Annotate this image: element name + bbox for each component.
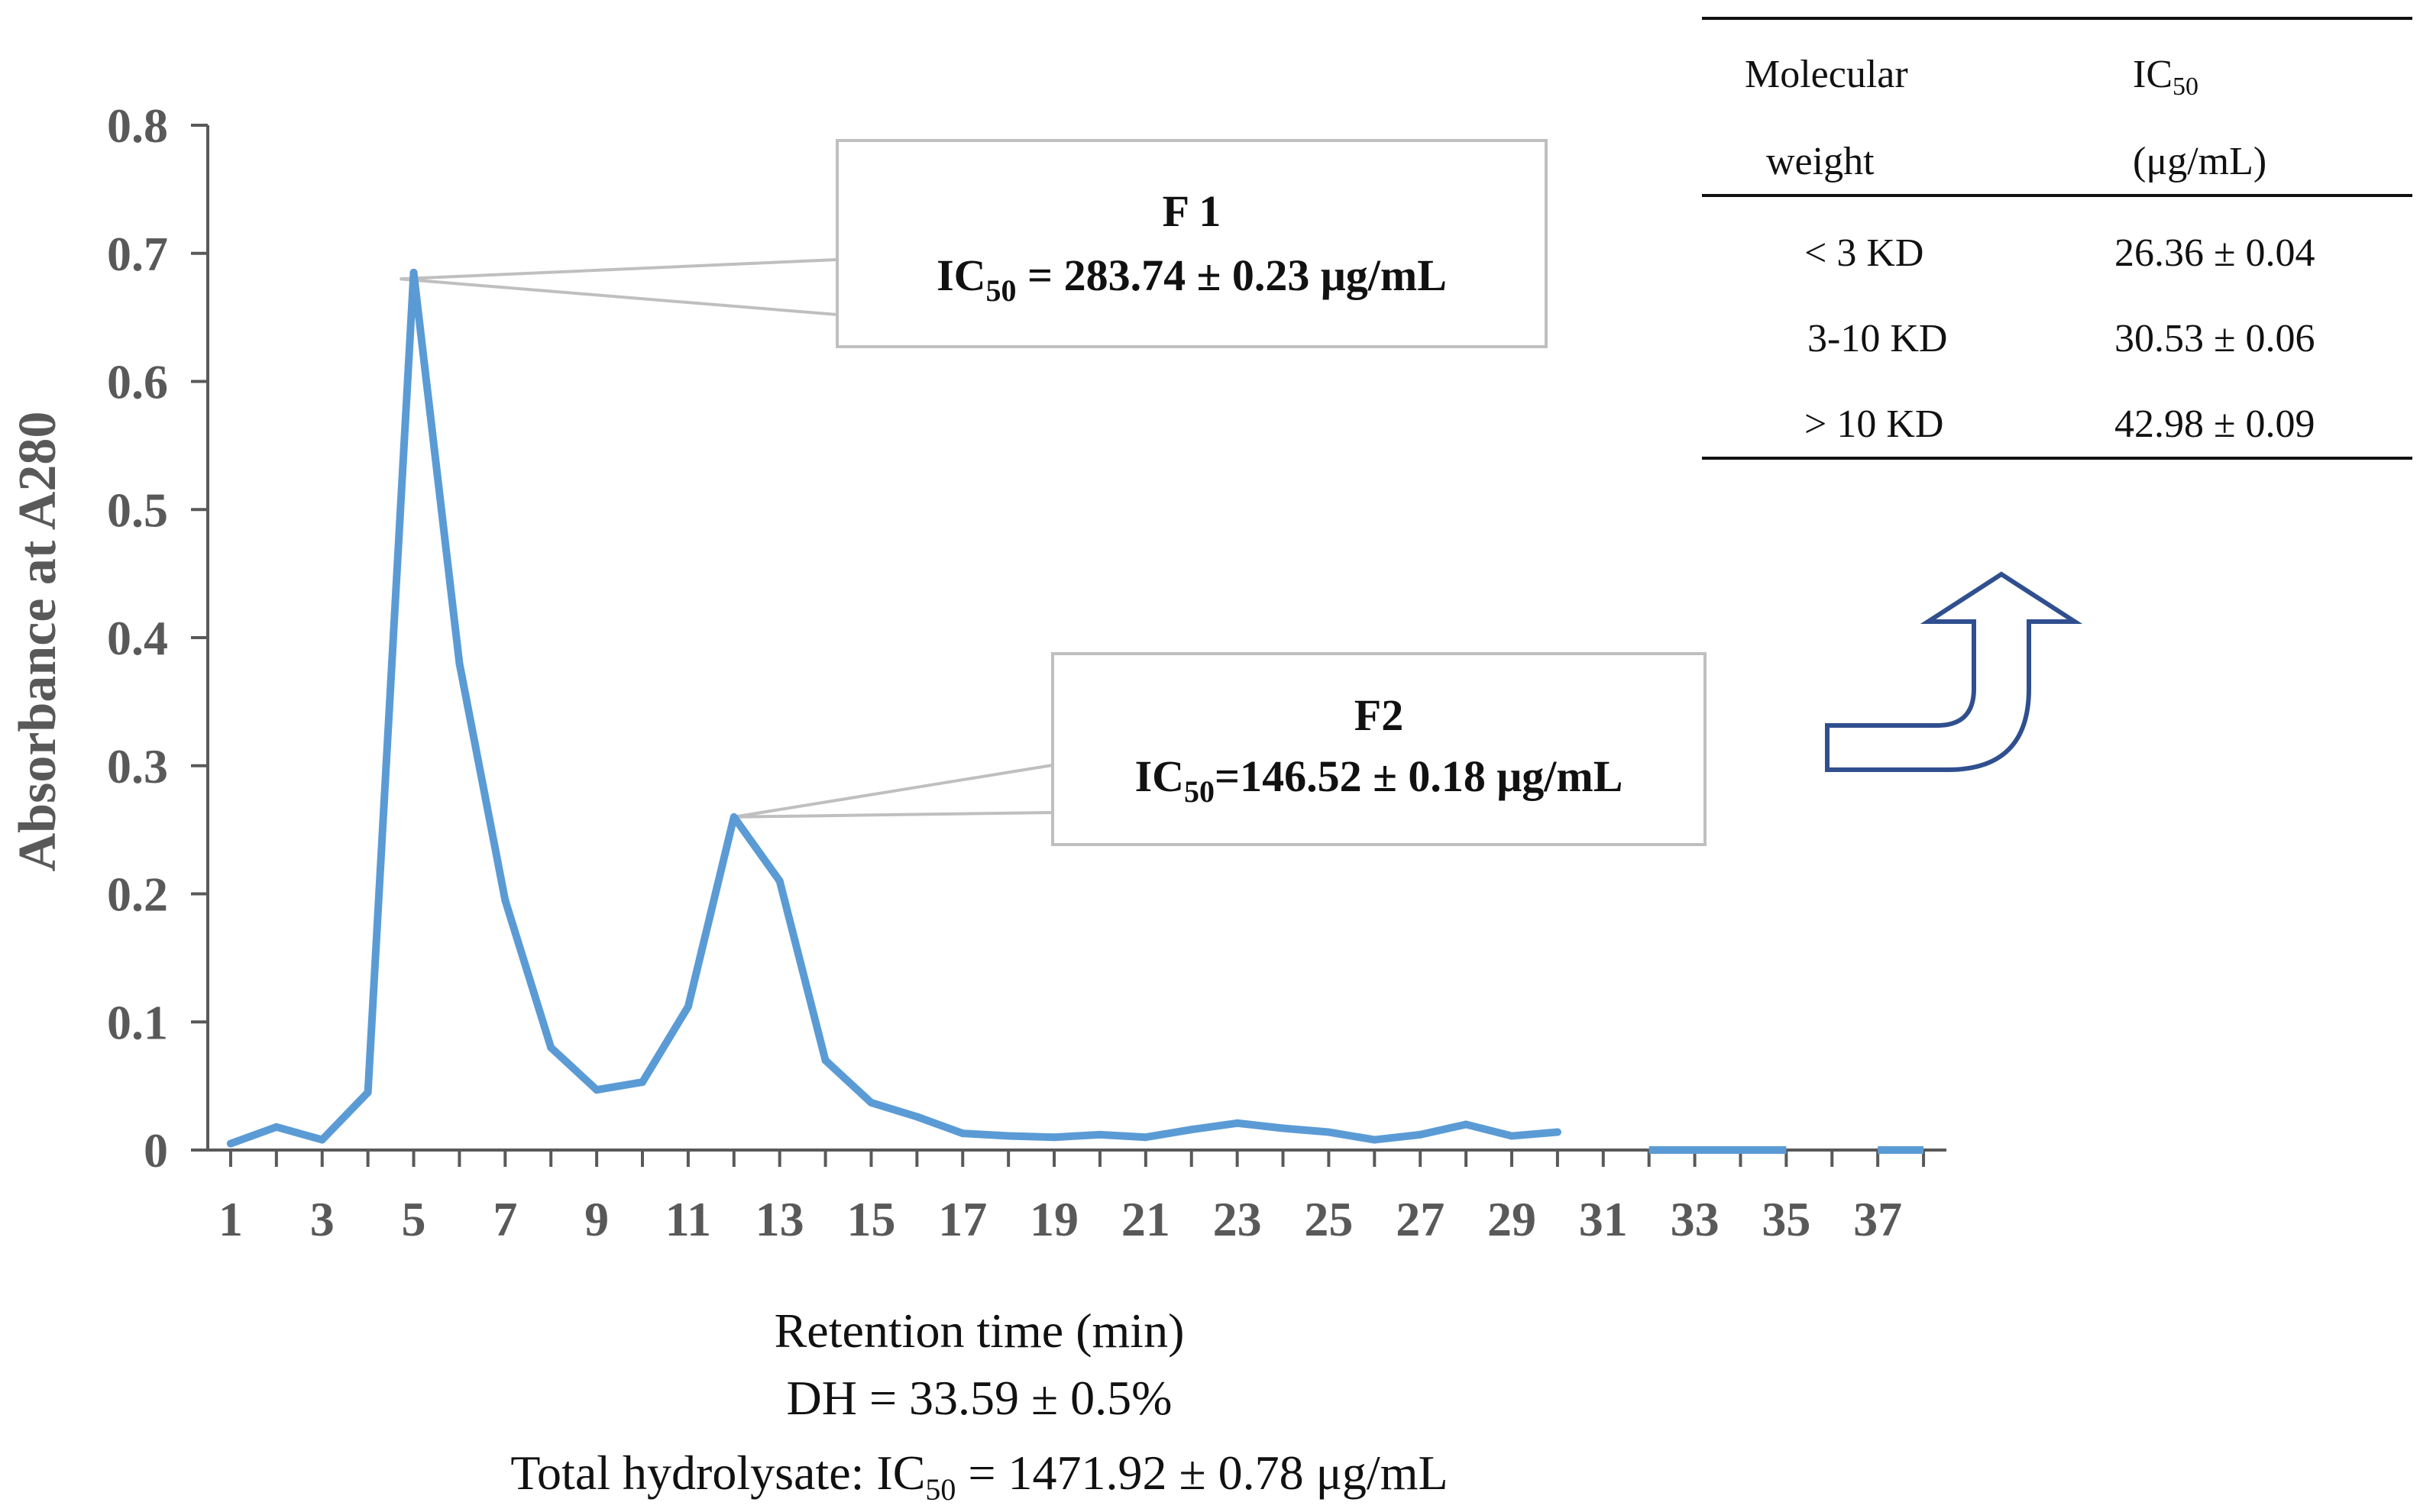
x-tick-label: 31: [1579, 1192, 1628, 1246]
y-tick-label: 0.8: [107, 99, 168, 153]
f1-leader: [400, 257, 839, 317]
data-point: [775, 877, 784, 885]
f2-ic50-value: =146.52 ± 0.18 μg/mL: [1215, 751, 1622, 801]
x-tick-label: 25: [1304, 1192, 1353, 1246]
f1-ic50: IC50 = 283.74 ± 0.23 μg/mL: [937, 250, 1447, 308]
y-tick-label: 0.5: [107, 483, 168, 537]
data-point-group: [226, 268, 1561, 1148]
table-row-2-mw: 3-10 KD: [1807, 317, 1947, 360]
bent-up-arrow-icon: [1825, 571, 2083, 772]
f2-ic50-sub: 50: [1184, 774, 1215, 809]
f1-label: F 1: [1163, 186, 1221, 236]
data-point: [639, 1078, 646, 1087]
x-tick-label: 1: [218, 1192, 243, 1246]
f2-ic50: IC50=146.52 ± 0.18 μg/mL: [1135, 751, 1623, 809]
f2-ic50-prefix: IC: [1135, 751, 1184, 801]
x-tick-label: 35: [1762, 1192, 1810, 1246]
molecular-weight-table: Molecular weight IC50 (μg/mL) < 3 KD 26.…: [1702, 17, 2412, 460]
data-point: [364, 1088, 372, 1097]
f2-label: F2: [1354, 690, 1403, 740]
table-header-ic50-line1: IC50: [2133, 53, 2198, 101]
y-tick-label: 0.3: [107, 739, 168, 793]
y-tick-label: 0.4: [107, 611, 168, 665]
x-tick-label: 13: [755, 1192, 804, 1246]
x-tick-label: 29: [1487, 1192, 1536, 1246]
data-point: [318, 1136, 326, 1144]
data-point: [913, 1113, 921, 1121]
data-point: [226, 1139, 235, 1148]
f1-ic50-sub: 50: [986, 273, 1017, 308]
x-axis-label: Retention time (min): [775, 1304, 1185, 1358]
data-point: [959, 1129, 967, 1138]
x-tick-label: 5: [402, 1192, 426, 1246]
x-tick-label: 11: [665, 1192, 711, 1246]
data-point: [1279, 1124, 1287, 1132]
x-tick-group: 1 3 5 7 9 11 13 15 17 19 21 23 25 27 29 31 33 35 37: [218, 1150, 1926, 1246]
data-point: [1462, 1120, 1470, 1129]
table-header-mw-line2: weight: [1766, 140, 1875, 183]
table-header-mw-line1: Molecular: [1745, 53, 1908, 96]
total-sub: 50: [925, 1472, 956, 1507]
table-row-3-ic50: 42.98 ± 0.09: [2114, 402, 2315, 446]
table-row-3-mw: > 10 KD: [1804, 402, 1943, 446]
y-tick-label: 0.2: [107, 867, 168, 922]
f1-ic50-value: = 283.74 ± 0.23 μg/mL: [1017, 250, 1447, 300]
y-tick-label: 0.6: [107, 355, 168, 409]
data-point: [1416, 1130, 1425, 1139]
x-tick-label: 27: [1396, 1192, 1445, 1246]
table-row-2-ic50: 30.53 ± 0.06: [2114, 317, 2315, 360]
data-point: [1005, 1132, 1013, 1140]
data-point: [684, 1003, 692, 1011]
data-point: [501, 896, 510, 904]
data-point: [455, 659, 464, 667]
data-point: [867, 1098, 875, 1107]
x-tick-label: 21: [1121, 1192, 1170, 1246]
x-tick-label: 15: [846, 1192, 895, 1246]
x-tick-label: 9: [584, 1192, 609, 1246]
data-point: [1553, 1128, 1561, 1136]
data-point: [1370, 1136, 1379, 1144]
y-tick-group: 0 0.1 0.2 0.3 0.4 0.5 0.6 0.7 0.8: [107, 99, 208, 1178]
x-tick-label: 19: [1030, 1192, 1079, 1246]
data-point: [1141, 1133, 1150, 1142]
data-point: [409, 268, 418, 276]
data-point: [1095, 1130, 1104, 1139]
x-tick-label: 37: [1853, 1192, 1902, 1246]
total-prefix: Total hydrolysate: IC: [510, 1446, 925, 1500]
x-tick-label: 23: [1213, 1192, 1262, 1246]
y-tick-label: 0.7: [107, 227, 168, 281]
table-header-ic50-sub: 50: [2172, 73, 2198, 101]
data-point: [593, 1086, 601, 1094]
x-tick-label: 33: [1671, 1192, 1720, 1246]
y-tick-label: 0.1: [107, 995, 168, 1049]
x-tick-label: 3: [310, 1192, 335, 1246]
data-point: [1508, 1132, 1516, 1140]
f1-ic50-prefix: IC: [937, 250, 985, 300]
data-point: [1325, 1128, 1333, 1136]
data-point: [1050, 1133, 1059, 1142]
dh-caption: DH = 33.59 ± 0.5%: [787, 1371, 1173, 1425]
x-tick-label: 17: [938, 1192, 987, 1246]
data-point: [821, 1056, 830, 1065]
table-header-ic50-prefix: IC: [2133, 53, 2172, 96]
table-row-1-ic50: 26.36 ± 0.04: [2114, 231, 2315, 275]
f2-callout-box: [1051, 652, 1707, 846]
table-row-1-mw: < 3 KD: [1804, 231, 1923, 275]
y-axis-label: Absorbance at A280: [8, 412, 67, 872]
total-hydrolysate-caption: Total hydrolysate: IC50 = 1471.92 ± 0.78…: [510, 1446, 1448, 1507]
x-tick-label: 7: [493, 1192, 517, 1246]
data-point: [1187, 1126, 1195, 1134]
data-point: [1233, 1119, 1241, 1127]
y-tick-label: 0: [144, 1123, 168, 1178]
f2-leader: [733, 763, 1054, 819]
data-point: [547, 1043, 555, 1052]
table-header-ic50-line2: (μg/mL): [2133, 140, 2266, 183]
data-point: [272, 1123, 280, 1131]
absorbance-series-line: [226, 268, 1561, 1148]
f1-callout-box: [836, 139, 1548, 348]
total-value: = 1471.92 ± 0.78 μg/mL: [956, 1446, 1448, 1500]
data-point: [730, 813, 738, 821]
